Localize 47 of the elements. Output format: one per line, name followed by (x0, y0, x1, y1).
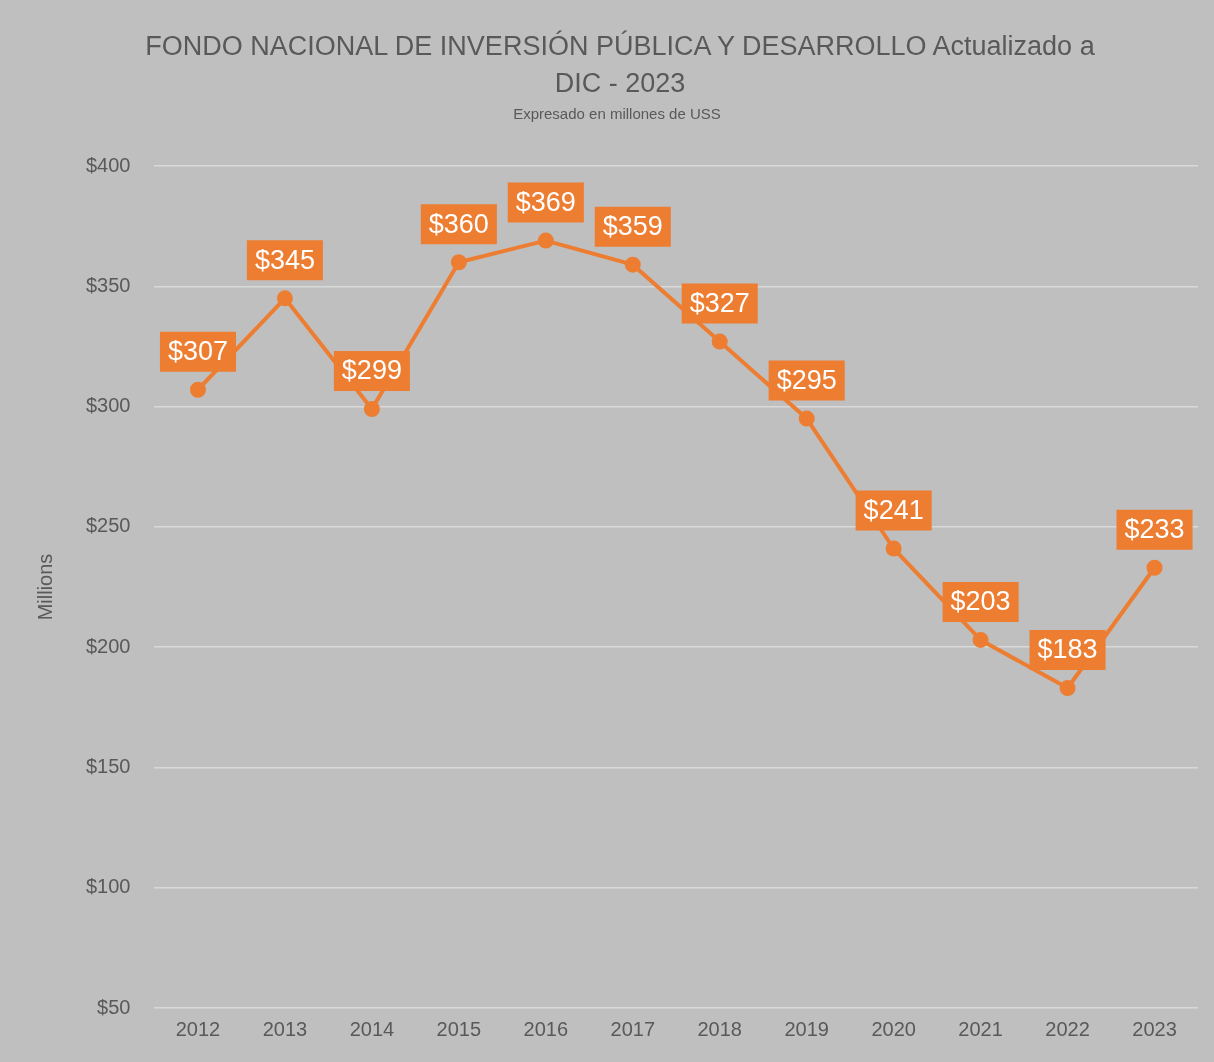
y-tick-label: $200 (85, 634, 131, 657)
point (798, 410, 815, 427)
y-tick-label: $400 (85, 153, 131, 176)
y-tick-label: $100 (85, 875, 131, 898)
data-label: $295 (776, 365, 837, 396)
x-tick-label: 2012 (175, 1017, 221, 1040)
data-label: $233 (1124, 514, 1185, 545)
point (189, 381, 206, 398)
y-tick-label: $250 (85, 514, 131, 537)
point (537, 232, 554, 249)
y-tick-label: $150 (85, 754, 131, 777)
data-label: $203 (950, 586, 1011, 617)
x-tick-label: 2016 (523, 1017, 569, 1040)
point (885, 540, 902, 557)
x-tick-label: 2013 (262, 1017, 308, 1040)
data-label: $241 (863, 494, 924, 525)
point (711, 333, 728, 350)
point (1059, 680, 1076, 697)
x-tick-label: 2017 (610, 1017, 656, 1040)
y-tick-label: $300 (85, 394, 131, 417)
x-tick-label: 2022 (1045, 1017, 1090, 1040)
data-label: $369 (515, 187, 576, 218)
x-tick-label: 2015 (436, 1017, 482, 1040)
chart-subtitle: Expresado en millones de USS (512, 105, 722, 122)
point (972, 631, 989, 648)
chart-title: FONDO NACIONAL DE INVERSIÓN PÚBLICA Y DESARROLLO Actualizado a DIC - 2023 (144, 29, 1096, 100)
data-label: $299 (341, 355, 402, 386)
data-label: $307 (167, 336, 229, 367)
point (276, 290, 293, 307)
y-axis-title: Millions (33, 553, 56, 621)
data-label: $360 (428, 208, 489, 239)
x-tick-label: 2021 (958, 1017, 1003, 1040)
data-label: $345 (254, 244, 315, 275)
x-tick-label: 2020 (871, 1017, 916, 1040)
y-tick-label: $350 (85, 273, 131, 296)
point (624, 256, 641, 273)
x-tick-label: 2019 (784, 1017, 829, 1040)
data-label: $183 (1037, 634, 1098, 665)
point (363, 400, 380, 417)
x-tick-label: 2014 (349, 1017, 395, 1040)
x-tick-label: 2023 (1132, 1017, 1177, 1040)
data-label: $359 (602, 211, 663, 242)
data-label: $327 (689, 288, 750, 319)
y-tick-label: $50 (97, 995, 131, 1018)
x-tick-label: 2018 (697, 1017, 742, 1040)
point (450, 254, 467, 271)
point (1146, 559, 1163, 576)
